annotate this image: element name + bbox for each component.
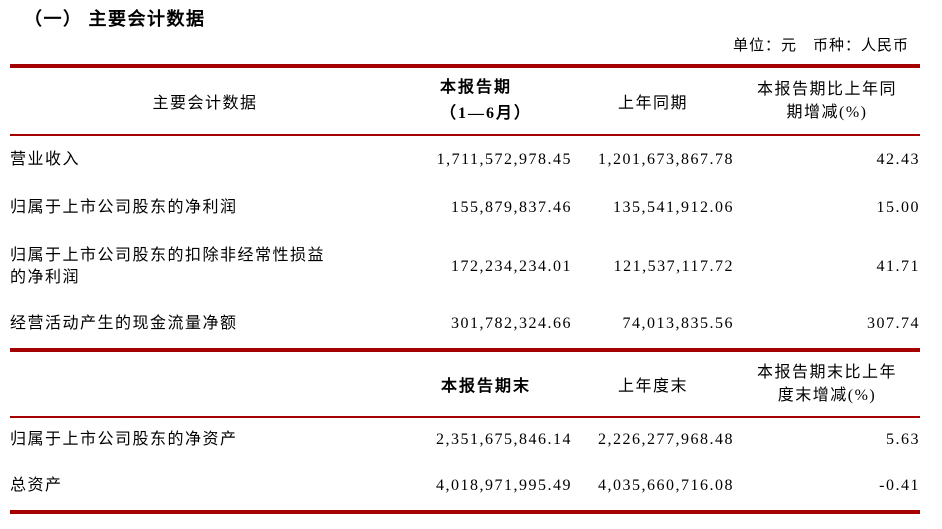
current-period-value: 1,711,572,978.45 xyxy=(436,150,572,168)
header-current-period-text: 本报告期 （1—6月） xyxy=(440,75,532,127)
main-accounting-data-table: 主要会计数据 本报告期 （1—6月） 上年同期 本报告期比上年同 期增减(%) 营… xyxy=(10,64,920,352)
table-row: 经营活动产生的现金流量净额 301,782,324.66 74,013,835.… xyxy=(10,300,920,350)
table-row: 总资产 4,018,971,995.49 4,035,660,716.08 -0… xyxy=(10,462,920,512)
current-period-value: 4,018,971,995.49 xyxy=(436,477,572,494)
row-label: 归属于上市公司股东的净资产 xyxy=(10,431,238,448)
row-label: 营业收入 xyxy=(10,150,81,168)
row-label: 经营活动产生的现金流量净额 xyxy=(10,315,238,332)
table2-header-row: 本报告期末 上年度末 本报告期末比上年 度末增减(%) xyxy=(10,352,920,418)
row-label: 归属于上市公司股东的净利润 xyxy=(10,199,238,216)
header-current-period-line2: （1—6月） xyxy=(439,105,532,122)
row-label: 总资产 xyxy=(10,477,63,494)
change-percent-value: 5.63 xyxy=(886,431,920,448)
table-row: 营业收入 1,711,572,978.45 1,201,673,867.78 4… xyxy=(10,135,920,183)
change-percent-value: -0.41 xyxy=(879,477,920,494)
header-end-change-percent: 本报告期末比上年 度末增减(%) xyxy=(734,352,920,418)
table-row: 归属于上市公司股东的扣除非经常性损益 的净利润 172,234,234.01 1… xyxy=(10,233,920,300)
prior-period-value: 2,226,277,968.48 xyxy=(598,431,734,448)
change-percent-value: 307.74 xyxy=(867,315,920,332)
row-label: 归属于上市公司股东的扣除非经常性损益 的净利润 xyxy=(10,246,326,286)
header-current-period-line1: 本报告期 xyxy=(439,79,512,96)
header-period-end: 本报告期末 xyxy=(400,352,572,418)
header-prior-year-end: 上年度末 xyxy=(572,352,734,418)
prior-period-value: 121,537,117.72 xyxy=(613,257,734,275)
unit-currency-note: 单位：元 币种：人民币 xyxy=(732,38,909,54)
prior-period-value: 4,035,660,716.08 xyxy=(598,477,734,494)
current-period-value: 2,351,675,846.14 xyxy=(436,431,572,448)
current-period-value: 172,234,234.01 xyxy=(451,257,572,275)
prior-period-value: 1,201,673,867.78 xyxy=(598,150,734,168)
current-period-value: 155,879,837.46 xyxy=(451,199,572,216)
header-prior-period: 上年同期 xyxy=(572,66,734,136)
header-item-name: 主要会计数据 xyxy=(10,66,400,136)
header-empty xyxy=(10,352,400,418)
header-change-percent: 本报告期比上年同 期增减(%) xyxy=(734,66,920,136)
current-period-value: 301,782,324.66 xyxy=(451,315,572,332)
change-percent-value: 41.71 xyxy=(876,257,920,275)
header-period-end-text: 本报告期末 xyxy=(440,378,531,395)
change-percent-value: 15.00 xyxy=(876,199,920,216)
change-percent-value: 42.43 xyxy=(876,150,920,168)
table1-header-row: 主要会计数据 本报告期 （1—6月） 上年同期 本报告期比上年同 期增减(%) xyxy=(10,66,920,136)
table-row: 归属于上市公司股东的净利润 155,879,837.46 135,541,912… xyxy=(10,183,920,233)
report-page: （一） 主要会计数据 单位：元 币种：人民币 主要会计数据 本报告期 （1—6月）… xyxy=(0,8,942,529)
section-title: （一） 主要会计数据 xyxy=(24,9,206,29)
prior-period-value: 135,541,912.06 xyxy=(613,199,734,216)
period-end-data-table: 本报告期末 上年度末 本报告期末比上年 度末增减(%) 归属于上市公司股东的净资… xyxy=(10,352,920,514)
table-row: 归属于上市公司股东的净资产 2,351,675,846.14 2,226,277… xyxy=(10,417,920,462)
header-current-period: 本报告期 （1—6月） xyxy=(400,66,572,136)
prior-period-value: 74,013,835.56 xyxy=(622,315,734,332)
